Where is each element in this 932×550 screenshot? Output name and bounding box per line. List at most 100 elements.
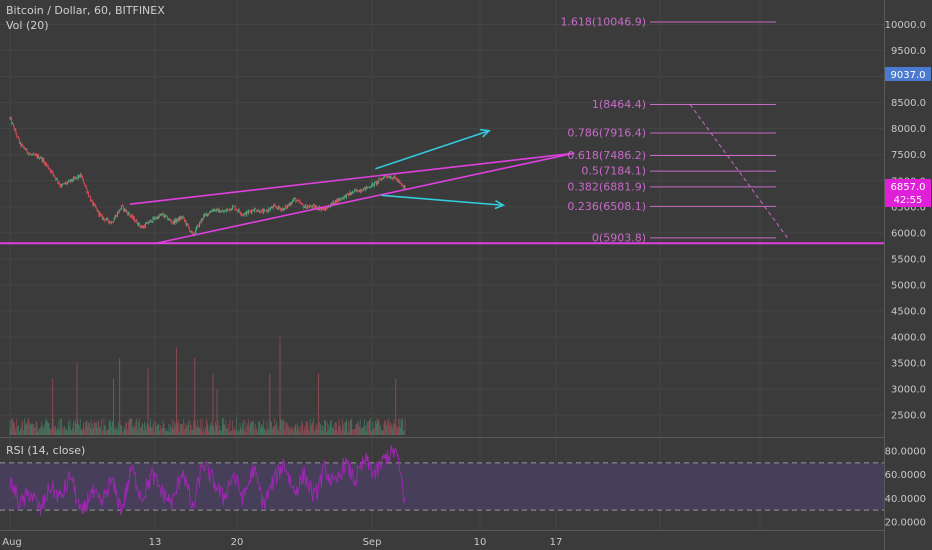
volume-spike — [194, 357, 196, 435]
candle-body — [249, 211, 250, 212]
candle-body — [174, 219, 176, 224]
volume-bar — [370, 429, 372, 435]
candle-body — [402, 185, 404, 188]
time-axis[interactable]: Aug 13 20 Sep 10 17 — [2, 537, 562, 548]
volume-bar — [243, 419, 244, 435]
candle-body — [342, 197, 343, 200]
candle-body — [167, 219, 169, 221]
candle-body — [178, 217, 180, 221]
candle-body — [179, 217, 181, 220]
volume-bar — [62, 429, 64, 435]
volume-bar — [280, 418, 282, 435]
volume-bar — [251, 421, 253, 435]
candle-body — [68, 180, 69, 183]
volume-bar — [357, 421, 359, 435]
candle-body — [19, 142, 21, 144]
candle-body — [66, 182, 68, 184]
candle-body — [94, 203, 95, 206]
volume-bar — [337, 425, 339, 435]
volume-bar — [263, 419, 265, 435]
candle-body — [296, 200, 298, 202]
candle-body — [399, 181, 401, 183]
volume-bar — [209, 427, 211, 435]
candle-body — [347, 193, 348, 195]
volume-bar — [224, 425, 226, 435]
volume-bar — [86, 420, 88, 435]
volume-spike — [119, 357, 121, 435]
rsi-axis[interactable]: 80.0000 60.0000 40.0000 20.0000 — [885, 446, 926, 528]
volume-bar — [299, 431, 301, 435]
volume-bar — [233, 427, 235, 435]
volume-bar — [270, 421, 272, 435]
candle-body — [9, 117, 11, 119]
volume-bar — [113, 425, 115, 435]
volume-bar — [125, 421, 127, 435]
candle-body — [161, 213, 162, 216]
candle-body — [135, 220, 137, 222]
volume-bar — [259, 421, 260, 435]
volume-bar — [384, 419, 386, 435]
candle-body — [274, 205, 276, 206]
volume-bar — [265, 430, 267, 435]
volume-bar — [123, 426, 125, 435]
candle-body — [88, 192, 90, 197]
candle-body — [209, 212, 210, 214]
candle-body — [238, 209, 239, 212]
candle-body — [187, 223, 188, 226]
candle-body — [387, 176, 389, 178]
rsi-tick-label: 80.0000 — [885, 446, 926, 457]
candle-body — [323, 208, 325, 210]
current-price-badge — [885, 179, 931, 207]
candle-body — [197, 224, 199, 227]
candle-body — [190, 230, 192, 232]
volume-bar — [139, 418, 140, 435]
candle-body — [360, 190, 362, 192]
candle-body — [131, 215, 133, 217]
candle-body — [255, 209, 257, 212]
candle-body — [54, 176, 56, 178]
volume-bar — [197, 419, 199, 435]
volume-bar — [225, 419, 227, 435]
volume-bar — [161, 428, 163, 435]
volume-bar — [396, 425, 397, 435]
candle-body — [366, 186, 368, 189]
candle-body — [40, 157, 42, 159]
candle-body — [375, 182, 377, 184]
volume-bar — [95, 422, 96, 435]
forecast-arrow-line — [381, 194, 504, 207]
volume-bar — [310, 425, 312, 435]
candle-body — [185, 221, 187, 225]
volume-bar — [323, 431, 325, 435]
volume-spike — [212, 373, 214, 435]
candle-body — [288, 203, 290, 206]
volume-bar — [17, 426, 19, 435]
volume-bar — [228, 431, 230, 435]
volume-bar — [260, 424, 262, 435]
volume-bar — [336, 422, 337, 435]
volume-bar — [85, 421, 87, 435]
volume-bar — [253, 420, 254, 435]
volume-bar — [18, 431, 20, 435]
volume-bar — [49, 428, 51, 435]
candle-body — [353, 190, 355, 193]
volume-bar — [272, 426, 274, 435]
volume-bar — [254, 429, 255, 435]
volume-bar — [199, 419, 201, 435]
volume-bar — [350, 419, 352, 435]
volume-bar — [404, 418, 406, 435]
candle-body — [334, 203, 336, 204]
fib-level-label: 0.786(7916.4) — [567, 127, 646, 140]
volume-bar — [67, 421, 69, 435]
volume-bar — [138, 422, 139, 435]
volume-bar — [346, 419, 348, 435]
volume-bar — [388, 418, 390, 435]
candle-body — [293, 197, 295, 200]
volume-bar — [210, 421, 212, 435]
volume-bar — [376, 418, 378, 435]
volume-bar — [234, 428, 236, 435]
volume-bar — [304, 429, 306, 435]
volume-bar — [270, 421, 271, 435]
candle-body — [336, 200, 337, 203]
candle-body — [189, 230, 191, 232]
